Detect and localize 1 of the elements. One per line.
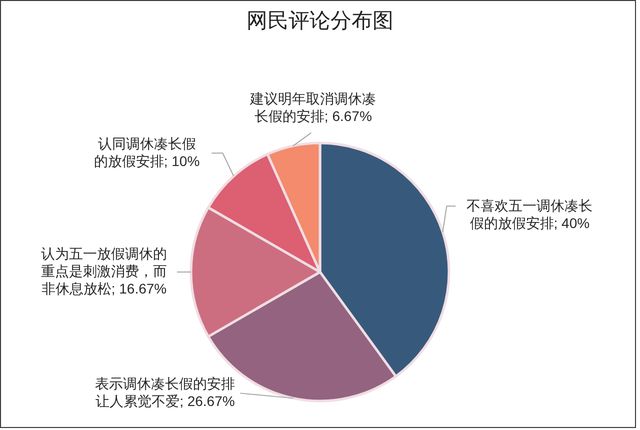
title: 网民评论分布图: [246, 10, 394, 32]
